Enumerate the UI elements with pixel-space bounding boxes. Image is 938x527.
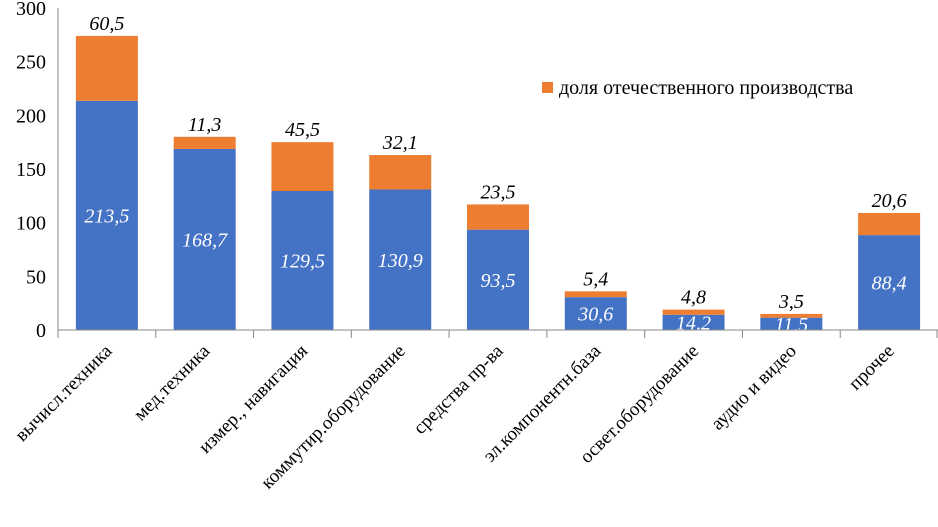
data-label: 30,6 xyxy=(577,304,613,326)
bar-segment-total xyxy=(858,235,921,330)
x-tick-label: прочее xyxy=(845,341,899,395)
bar-segment-domestic xyxy=(760,313,823,318)
data-label: 4,8 xyxy=(681,287,706,309)
data-label: 14,2 xyxy=(676,312,711,334)
data-label: 23,5 xyxy=(481,181,516,203)
x-tick-label: аудио и видео xyxy=(707,341,801,435)
data-label: 60,5 xyxy=(89,13,124,35)
bar-segment-domestic xyxy=(369,155,432,190)
bar-segment-total xyxy=(369,189,432,330)
bar-segment-total xyxy=(467,229,529,330)
bar-segment-domestic xyxy=(662,309,725,315)
data-label: 93,5 xyxy=(481,270,516,292)
data-label: 45,5 xyxy=(285,119,320,141)
y-tick-label: 150 xyxy=(16,159,46,181)
bar-segment-domestic xyxy=(564,291,627,298)
bar-segment-total xyxy=(564,297,627,330)
bar-segment-domestic xyxy=(271,142,334,192)
y-tick-label: 50 xyxy=(26,266,46,288)
data-label: 20,6 xyxy=(872,190,907,212)
x-tick-label: мед.техника xyxy=(130,340,215,425)
bar-segment-domestic xyxy=(467,204,529,230)
bar-segment-total xyxy=(662,314,725,330)
data-label: 213,5 xyxy=(84,205,129,227)
y-tick-label: 300 xyxy=(16,0,46,20)
y-tick-label: 0 xyxy=(36,320,46,342)
x-tick-label: вычисл.техника xyxy=(11,340,117,446)
data-label: 130,9 xyxy=(378,250,423,272)
y-tick-label: 200 xyxy=(16,105,46,127)
data-label: 129,5 xyxy=(280,251,325,273)
data-label: 3,5 xyxy=(778,291,804,313)
legend-label: доля отечественного производства xyxy=(559,77,853,99)
bar-segment-total xyxy=(75,100,138,331)
bar-segment-total xyxy=(760,317,823,330)
legend-swatch xyxy=(542,82,553,93)
bar-segment-domestic xyxy=(858,213,921,236)
bar-segment-domestic xyxy=(75,35,138,101)
bar-segment-domestic xyxy=(173,136,236,149)
data-label: 168,7 xyxy=(182,229,228,251)
y-tick-label: 250 xyxy=(16,52,46,74)
y-tick-label: 100 xyxy=(16,213,46,235)
data-label: 5,4 xyxy=(583,268,608,290)
x-tick-label: средства пр-ва xyxy=(410,340,508,438)
data-label: 11,3 xyxy=(188,114,222,136)
bar-segment-total xyxy=(271,191,334,330)
data-label: 88,4 xyxy=(872,273,907,295)
data-label: 32,1 xyxy=(382,132,418,154)
bar-segment-total xyxy=(173,148,236,330)
